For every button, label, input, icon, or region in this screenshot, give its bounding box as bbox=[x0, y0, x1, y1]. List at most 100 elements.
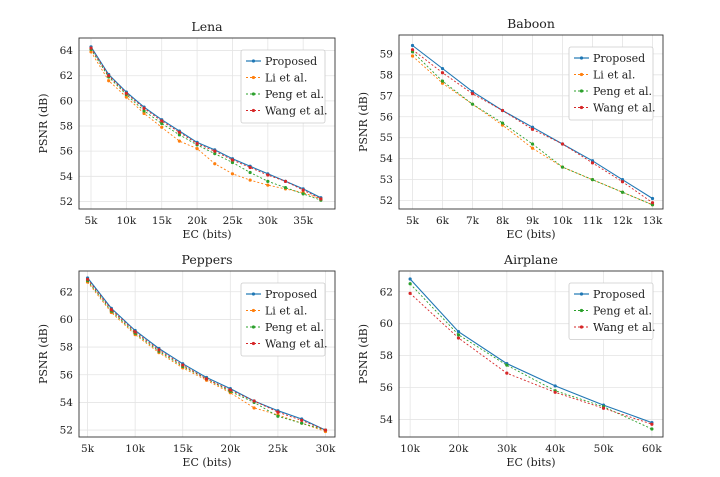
legend-marker bbox=[251, 308, 256, 313]
y-tick-label: 58 bbox=[380, 350, 393, 362]
data-point bbox=[440, 71, 445, 75]
y-tick-label: 56 bbox=[380, 111, 394, 123]
subplot-lena: 5k 10k 15k 20k 25k 30k 35k 52 54 56 58 60 62 64 Lena EC… bbox=[37, 19, 336, 241]
x-tick-label: 11k bbox=[583, 215, 603, 227]
data-point bbox=[230, 160, 235, 165]
legend-label: Wang et al. bbox=[265, 105, 328, 118]
series-line bbox=[90, 51, 322, 200]
legend-label: Peng et al. bbox=[593, 85, 652, 98]
data-point bbox=[456, 330, 461, 334]
data-point bbox=[470, 92, 475, 96]
chart-title: Airplane bbox=[503, 252, 558, 267]
data-point bbox=[300, 421, 304, 425]
chart-title: Lena bbox=[191, 19, 223, 34]
x-tick-label: 5k bbox=[81, 443, 95, 455]
data-point bbox=[160, 121, 164, 126]
x-tick-label: 12k bbox=[613, 215, 633, 227]
x-tick-label: 30k bbox=[497, 443, 517, 455]
y-axis-label: PSNR (dB) bbox=[37, 93, 50, 153]
data-point bbox=[319, 197, 323, 201]
y-tick-label: 54 bbox=[60, 171, 74, 183]
data-point bbox=[85, 277, 90, 281]
data-point bbox=[440, 66, 445, 71]
series-line bbox=[87, 281, 326, 432]
data-point bbox=[181, 363, 185, 367]
data-point bbox=[410, 54, 415, 58]
y-tick-label: 60 bbox=[380, 318, 393, 330]
x-tick-label: 40k bbox=[545, 443, 565, 455]
data-point bbox=[133, 330, 137, 334]
y-tick-label: 54 bbox=[380, 414, 394, 426]
subplot-peppers: 5k 10k 15k 20k 25k 30k 52 54 56 58 60 62 Peppers EC (… bbox=[37, 252, 336, 469]
legend: Proposed Li et al. Peng et al. Wang et al. bbox=[568, 46, 656, 121]
y-tick-label: 60 bbox=[60, 314, 73, 326]
data-point bbox=[204, 377, 209, 381]
x-tick-label: 8k bbox=[496, 215, 510, 227]
data-point bbox=[408, 282, 412, 286]
data-point bbox=[213, 149, 217, 153]
legend-label: Proposed bbox=[593, 288, 645, 301]
data-point bbox=[590, 178, 595, 182]
x-tick-label: 7k bbox=[466, 215, 480, 227]
legend-marker bbox=[251, 292, 256, 296]
data-point bbox=[142, 109, 146, 113]
data-point bbox=[266, 173, 270, 177]
x-tick-label: 10k bbox=[553, 215, 573, 227]
series-wang-et-al bbox=[410, 48, 655, 205]
data-point bbox=[590, 161, 595, 165]
legend: Proposed Peng et al. Wang et al. bbox=[568, 282, 656, 340]
x-axis-label: EC (bits) bbox=[506, 456, 555, 469]
data-point bbox=[177, 139, 182, 143]
legend-box bbox=[240, 282, 326, 357]
y-tick-label: 58 bbox=[60, 121, 73, 133]
x-tick-label: 5k bbox=[406, 215, 420, 227]
legend-marker bbox=[251, 92, 256, 96]
legend-marker bbox=[251, 75, 256, 80]
data-point bbox=[109, 308, 113, 312]
legend-marker bbox=[251, 325, 256, 329]
x-tick-label: 30k bbox=[316, 443, 336, 455]
x-tick-label: 60k bbox=[642, 443, 662, 455]
data-point bbox=[230, 172, 235, 176]
legend-label: Wang et al. bbox=[265, 338, 328, 351]
data-point bbox=[283, 179, 288, 183]
data-point bbox=[124, 95, 128, 99]
y-tick-label: 55 bbox=[380, 132, 393, 144]
y-tick-label: 59 bbox=[380, 48, 393, 60]
y-tick-label: 56 bbox=[380, 382, 394, 394]
data-point bbox=[553, 390, 557, 394]
series-line bbox=[409, 283, 653, 430]
y-tick-label: 54 bbox=[60, 397, 74, 409]
data-point bbox=[410, 48, 415, 52]
data-point bbox=[276, 410, 280, 414]
data-point bbox=[124, 91, 128, 95]
data-point bbox=[620, 180, 625, 184]
x-tick-label: 10k bbox=[117, 215, 137, 227]
data-point bbox=[160, 125, 164, 129]
data-point bbox=[650, 427, 654, 431]
x-tick-label: 15k bbox=[152, 215, 172, 227]
series-wang-et-al bbox=[89, 46, 323, 201]
x-tick-label: 20k bbox=[449, 443, 469, 455]
legend-box bbox=[568, 46, 654, 121]
legend-label: Wang et al. bbox=[593, 102, 656, 115]
series-line bbox=[87, 280, 326, 431]
data-point bbox=[252, 399, 256, 403]
legend-label: Proposed bbox=[593, 52, 645, 65]
data-point bbox=[301, 192, 305, 196]
data-point bbox=[107, 79, 111, 83]
y-tick-label: 53 bbox=[380, 174, 393, 186]
legend-label: Li et al. bbox=[593, 69, 635, 82]
series-wang-et-al bbox=[408, 291, 654, 426]
data-point bbox=[157, 348, 161, 352]
legend-label: Li et al. bbox=[265, 305, 307, 318]
x-tick-label: 20k bbox=[187, 215, 207, 227]
x-axis-label: EC (bits) bbox=[182, 456, 231, 469]
data-point bbox=[505, 371, 509, 375]
y-tick-label: 60 bbox=[60, 95, 73, 107]
x-axis-label: EC (bits) bbox=[182, 228, 231, 241]
x-tick-label: 25k bbox=[223, 215, 243, 227]
data-point bbox=[456, 336, 461, 340]
legend-marker bbox=[579, 325, 584, 329]
y-axis-label: PSNR (dB) bbox=[357, 324, 370, 384]
